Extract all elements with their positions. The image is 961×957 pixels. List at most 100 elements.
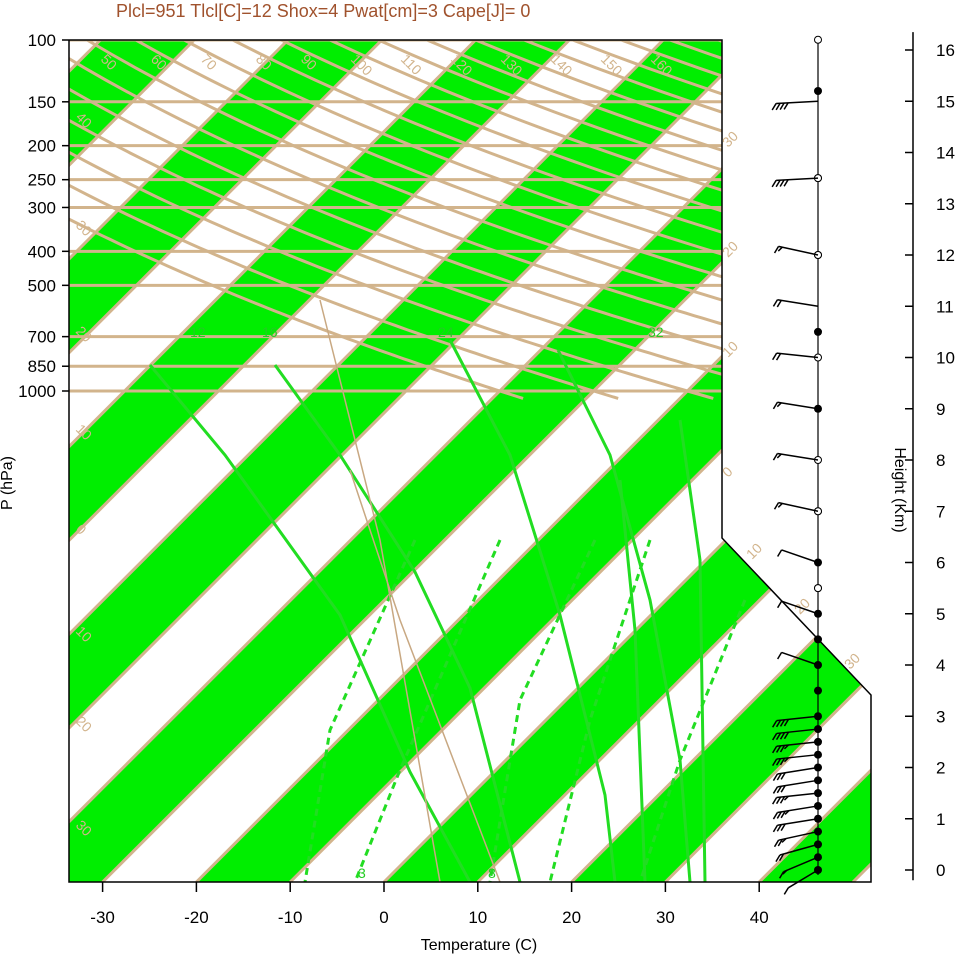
wind-barb (773, 830, 819, 848)
height-tick-label: 2 (936, 759, 945, 778)
plot-area (69, 40, 871, 882)
wind-barb (771, 100, 819, 111)
wind-barb-flag (772, 453, 779, 461)
y-axis-title: P (hPa) (0, 456, 16, 510)
wind-barb-flag (779, 757, 786, 766)
wind-barb-shaft (781, 600, 819, 615)
wind-barb-flag (779, 745, 786, 753)
wind-barb-flag (772, 299, 779, 307)
wind-barb-flag (776, 652, 783, 660)
wind-barb-flag (772, 786, 779, 794)
height-tick-label: 0 (936, 861, 945, 880)
height-tick-label: 8 (936, 451, 945, 470)
height-tick-label: 6 (936, 554, 945, 573)
wind-barb-flag (779, 796, 786, 804)
wind-barb-flag (784, 810, 790, 815)
moist-adiabat (349, 469, 501, 882)
temperature-tick-label: 0 (379, 908, 388, 927)
wind-barb (771, 792, 819, 805)
pressure-tick-label: 200 (28, 137, 56, 156)
wind-level-open-marker (814, 584, 822, 593)
dry-adiabat (69, 40, 524, 400)
mixing-ratio-line (618, 479, 647, 882)
wind-barb-flag (778, 871, 785, 879)
mixing-ratio-line (678, 419, 707, 882)
wind-barb (775, 843, 819, 863)
wind-barb-flag (771, 797, 778, 805)
wind-barb-flag (771, 352, 778, 361)
wind-barb-flag (775, 179, 781, 188)
height-tick-label: 7 (936, 502, 945, 521)
wind-level-open-marker (814, 35, 822, 44)
wind-barb-flag (773, 245, 780, 254)
dry-adiabat (69, 40, 714, 400)
wind-barb-flag (776, 453, 782, 459)
moist-adiabat (319, 299, 441, 882)
wind-level-marker (814, 686, 822, 695)
pressure-tick-label: 500 (28, 276, 56, 295)
wind-barb-flag (775, 854, 781, 863)
wind-barb-flag (772, 401, 779, 410)
height-tick-label: 12 (936, 246, 955, 265)
wind-barb-flag (771, 745, 778, 754)
wind-barb-shaft (777, 805, 819, 814)
temperature-tick-label: -30 (90, 908, 115, 927)
wind-barb-flag (776, 299, 782, 308)
wind-barb-shaft (787, 869, 819, 889)
height-tick-label: 1 (936, 810, 945, 829)
wind-barb-flag (776, 600, 783, 609)
height-tick-label: 4 (936, 656, 945, 675)
wind-barb-flag (779, 732, 786, 740)
wind-barb (773, 245, 819, 256)
mixing-ratio-dashed-line (548, 539, 652, 882)
wind-barb-flag (776, 785, 782, 794)
temperature-tick-label: 40 (750, 908, 769, 927)
isotherm-band (196, 40, 871, 882)
wind-barb-shaft (779, 843, 819, 856)
wind-barb-flag (775, 102, 781, 111)
wind-barb-flag (776, 402, 782, 408)
height-tick-label: 15 (936, 92, 955, 111)
dry-adiabat-label: 10 (743, 540, 765, 562)
wind-barb (771, 177, 819, 188)
wind-barb-shaft (776, 715, 819, 722)
dry-adiabat (329, 40, 871, 400)
pressure-tick-label: 850 (28, 357, 56, 376)
wind-barb-shaft (776, 728, 819, 735)
wind-barb-flag (783, 757, 789, 763)
wind-barb-flag (772, 812, 779, 820)
mixing-ratio-line (148, 364, 472, 882)
wind-barb (776, 549, 819, 564)
plot-frame (68, 39, 872, 883)
wind-barb-shaft (777, 298, 819, 307)
wind-barb-shaft (783, 856, 819, 873)
wind-barb-flag (781, 837, 787, 843)
wind-level-marker (814, 87, 822, 95)
wind-barb-flag (778, 853, 785, 861)
wind-barb-flag (771, 720, 778, 728)
wind-barb-flag (783, 887, 789, 895)
wind-barb (772, 452, 819, 461)
wind-barb-shaft (776, 100, 819, 105)
wind-barb-flag (775, 353, 782, 361)
height-tick-label: 11 (936, 297, 954, 316)
wind-barb-flag (775, 758, 782, 766)
wind-barb-flag (772, 773, 779, 782)
wind-barb-flag (776, 773, 782, 781)
isotherm (476, 40, 871, 882)
isotherm (289, 40, 871, 882)
dry-adiabat (280, 40, 871, 400)
wind-barb-shaft (776, 792, 819, 799)
temperature-tick-label: 30 (656, 908, 675, 927)
wind-barb-flag (782, 869, 788, 875)
wind-barb-column (771, 35, 822, 895)
wind-barb-flag (773, 839, 780, 848)
wind-barb-flag (779, 719, 786, 727)
mixing-ratio-line (556, 349, 692, 882)
isotherm (570, 40, 871, 882)
wind-barb-flag (773, 502, 780, 510)
wind-barb (776, 651, 819, 666)
mixing-ratio-label: 12 (190, 324, 206, 340)
dry-adiabat (69, 40, 871, 400)
